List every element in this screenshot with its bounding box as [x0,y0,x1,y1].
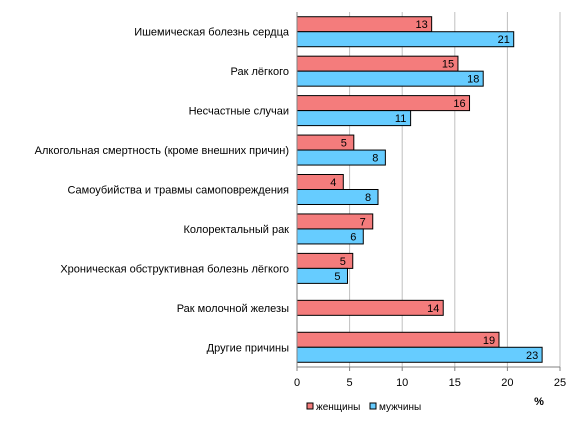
data-label: 14 [427,303,439,315]
category-label: Рак молочной железы [177,303,289,315]
x-tick-label: 20 [501,377,513,389]
bar-women [296,55,459,72]
legend-swatch-women [306,402,314,410]
data-label: 21 [498,34,510,46]
legend-swatch-men [369,402,377,410]
category-label: Самоубийства и травмы самоповреждения [67,185,289,197]
data-label: 5 [340,256,346,268]
data-label: 23 [526,350,538,362]
data-label: 18 [467,74,479,86]
data-label: 8 [365,192,371,204]
data-label: 5 [334,271,340,283]
x-axis-unit-label: % [534,396,544,408]
bar-women [296,331,500,348]
category-label: Ишемическая болезнь сердца [134,27,290,39]
category-label: Рак лёгкого [231,66,289,78]
x-tick-label: 10 [396,377,408,389]
legend: женщины мужчины [306,402,421,413]
category-label: Колоректальный рак [183,224,289,236]
category-label: Хроническая обструктивная болезнь лёгког… [60,263,289,275]
bar-men [296,110,412,127]
data-label: 5 [341,138,347,150]
data-label: 4 [330,177,336,189]
x-tick-label: 5 [347,377,353,389]
legend-label: мужчины [379,402,421,413]
bar-women [296,16,433,33]
x-tick-label: 15 [449,377,461,389]
category-label: Алкогольная смертность (кроме внешних пр… [35,145,289,157]
x-tick-labels: 0 5 10 15 20 25 [294,377,566,389]
axes [296,12,561,371]
bar-men [296,31,515,48]
bars [296,16,543,363]
legend-label: женщины [316,402,360,413]
bar-men [296,346,543,363]
data-label: 16 [453,98,465,110]
category-label: Несчастные случаи [189,106,289,118]
x-tick-label: 0 [294,377,300,389]
data-label: 11 [395,113,406,125]
category-label: Другие причины [207,342,289,354]
data-label: 15 [442,59,454,71]
x-tick-label: 25 [554,377,566,389]
bar-men [296,70,484,87]
data-label: 7 [360,216,366,228]
bar-women [296,95,471,112]
bar-women [296,299,444,316]
data-label: 8 [372,153,378,165]
category-labels: Ишемическая болезнь сердца Рак лёгкого Нес… [35,27,290,355]
data-label: 19 [483,335,495,347]
data-label: 6 [350,231,356,243]
data-label: 13 [416,19,428,31]
